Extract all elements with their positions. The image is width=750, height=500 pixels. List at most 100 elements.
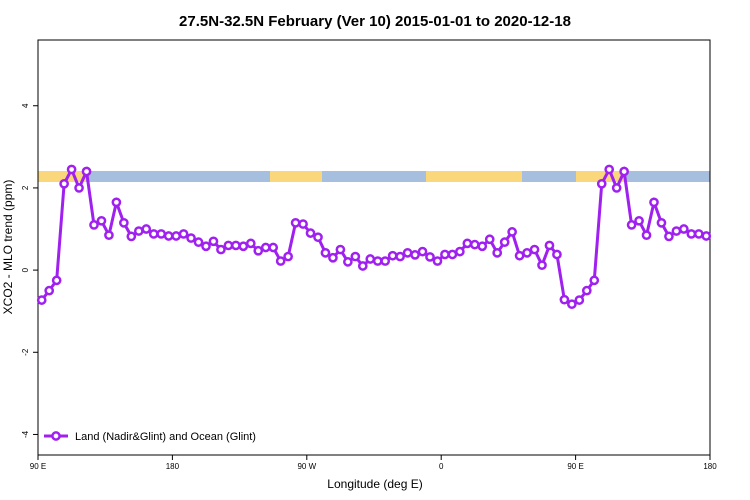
y-tick-label: 2 — [21, 185, 30, 190]
data-point — [305, 228, 316, 238]
data-point — [253, 245, 264, 256]
data-point — [51, 275, 62, 286]
y-tick-label: -2 — [21, 348, 30, 356]
x-tick-label: 180 — [703, 462, 717, 471]
data-point — [559, 294, 570, 305]
data-point — [664, 231, 674, 242]
data-point — [283, 251, 293, 262]
y-axis-label: XCO2 - MLO trend (ppm) — [1, 180, 15, 315]
data-point — [410, 250, 420, 260]
y-tick-label: -4 — [21, 430, 30, 438]
data-point — [208, 236, 219, 247]
data-point — [216, 244, 226, 255]
data-point — [671, 226, 682, 236]
data-point — [372, 256, 383, 266]
data-point — [163, 231, 174, 241]
data-point — [298, 219, 308, 229]
data-point — [350, 251, 361, 262]
data-point — [380, 256, 391, 266]
data-point — [104, 230, 114, 241]
data-point — [484, 234, 495, 245]
data-point — [432, 256, 443, 266]
data-point — [507, 227, 517, 237]
data-point — [320, 247, 331, 258]
data-point — [201, 241, 211, 252]
data-point — [231, 240, 241, 251]
data-point — [402, 247, 413, 258]
data-point — [148, 229, 159, 239]
data-point — [357, 261, 368, 271]
data-point — [514, 250, 525, 261]
data-point — [544, 240, 555, 251]
data-point — [417, 246, 428, 257]
data-point — [238, 241, 249, 252]
data-point — [387, 250, 398, 261]
data-point — [36, 295, 47, 305]
y-tick-label: 0 — [21, 267, 30, 272]
data-point — [275, 256, 286, 266]
data-point — [626, 220, 637, 230]
data-point — [619, 166, 629, 177]
data-point — [89, 220, 99, 230]
data-point — [679, 224, 689, 234]
data-point — [634, 215, 644, 226]
data-point — [656, 217, 667, 228]
data-point — [693, 229, 704, 239]
data-point — [126, 231, 137, 242]
legend-marker — [51, 431, 61, 441]
data-point — [81, 166, 92, 177]
data-point — [611, 183, 622, 193]
data-point — [537, 260, 547, 271]
data-point — [462, 238, 473, 249]
data-point — [268, 242, 279, 253]
data-point — [290, 217, 301, 228]
data-point — [365, 254, 376, 264]
data-point — [492, 247, 503, 258]
data-point — [447, 249, 458, 260]
data-point — [440, 249, 450, 260]
data-point — [395, 251, 405, 262]
data-point — [260, 242, 271, 253]
series-line — [40, 165, 707, 306]
data-point — [581, 285, 592, 296]
x-tick-label: 180 — [166, 462, 180, 471]
data-point — [141, 224, 152, 234]
data-point — [469, 239, 480, 250]
data-point — [529, 244, 540, 255]
land-ocean-band — [38, 171, 710, 182]
data-point — [641, 230, 652, 241]
data-point — [567, 299, 577, 310]
data-point — [589, 275, 600, 286]
data-point — [223, 240, 234, 251]
data-point — [74, 183, 84, 193]
data-point — [552, 249, 562, 260]
legend-label: Land (Nadir&Glint) and Ocean (Glint) — [75, 431, 256, 443]
data-point — [596, 178, 607, 189]
x-tick-label: 90 W — [297, 462, 316, 471]
data-point — [604, 164, 615, 175]
chart-title: 27.5N-32.5N February (Ver 10) 2015-01-01… — [179, 13, 571, 30]
data-point — [477, 241, 488, 252]
data-point — [701, 231, 712, 241]
x-tick-label: 90 E — [567, 462, 583, 471]
data-point — [455, 246, 465, 257]
data-point — [245, 238, 256, 249]
data-point — [171, 231, 181, 241]
plot-frame — [37, 39, 711, 456]
data-point — [59, 178, 69, 189]
data-point — [499, 237, 510, 248]
data-point — [111, 197, 122, 208]
x-tick-label: 90 E — [30, 462, 46, 471]
data-point — [96, 215, 107, 226]
data-point — [119, 217, 129, 228]
data-point — [193, 237, 204, 248]
y-tick-label: 4 — [21, 103, 30, 108]
data-point — [66, 164, 77, 175]
data-point — [335, 244, 346, 255]
data-point — [44, 285, 55, 296]
data-point — [574, 295, 585, 305]
data-point — [522, 247, 532, 258]
data-point — [328, 252, 338, 263]
data-point — [133, 226, 144, 236]
